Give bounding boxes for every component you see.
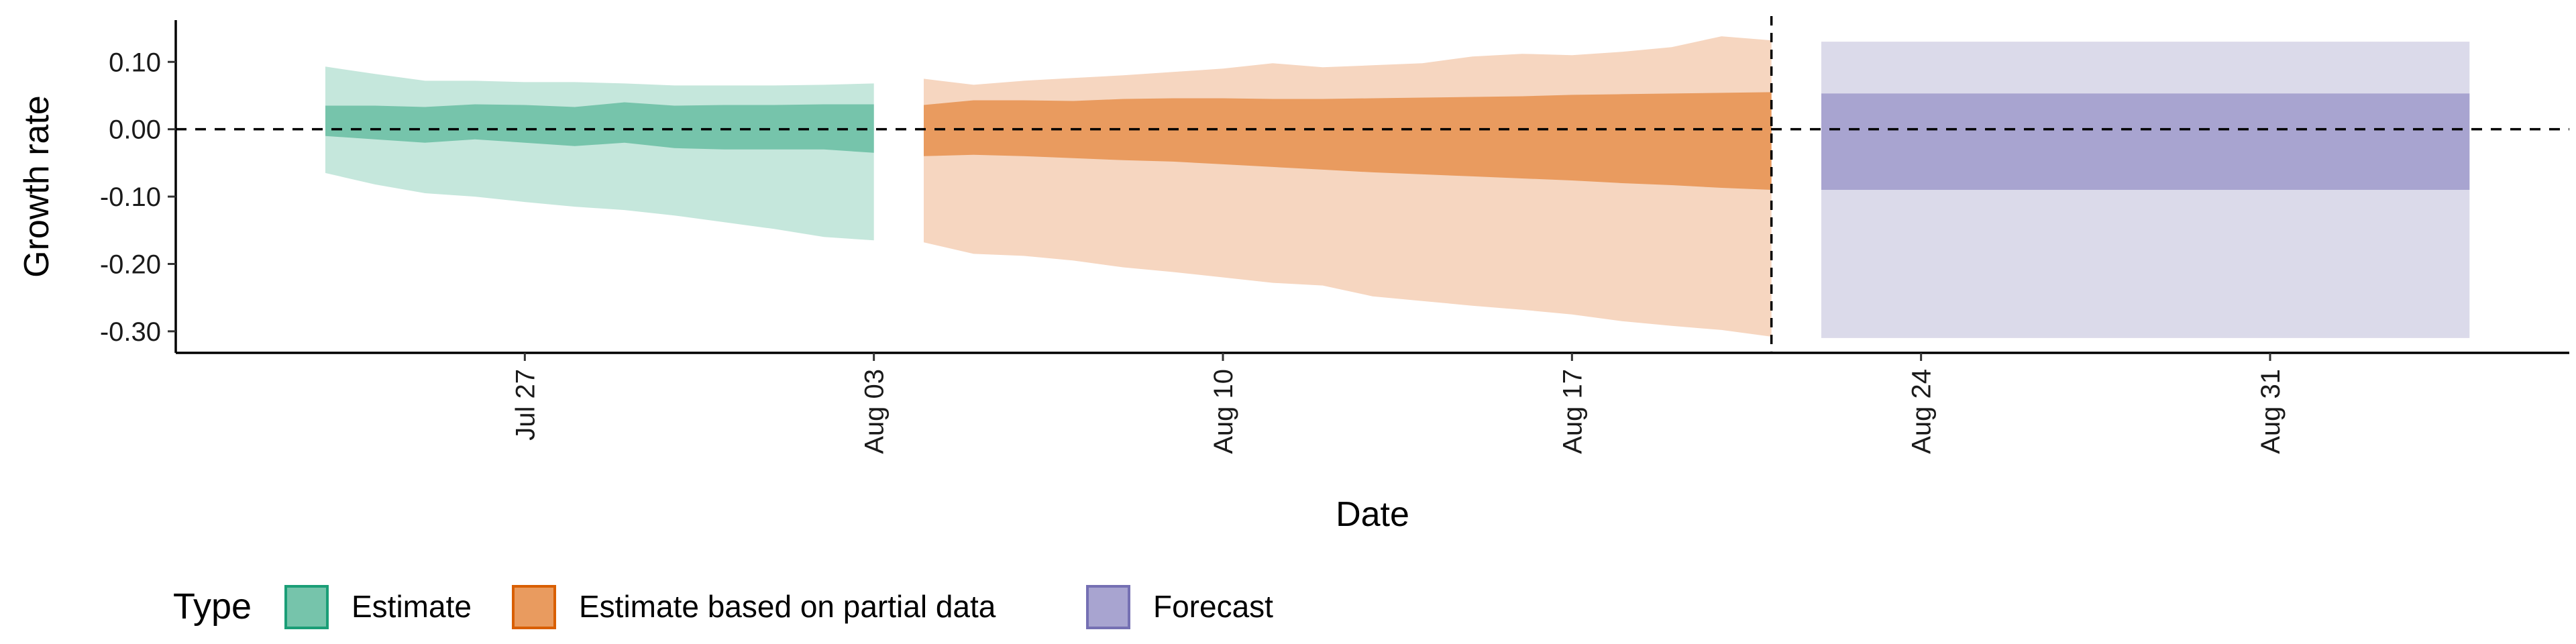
estimate-band-50 — [325, 102, 874, 153]
legend-label-forecast: Forecast — [1153, 589, 1273, 624]
legend-item-forecast: Forecast — [1086, 585, 1273, 629]
y-tick-label: 0.00 — [109, 115, 161, 145]
legend-key-forecast — [1086, 585, 1130, 629]
legend-key-estimate — [284, 585, 329, 629]
y-tick-label: -0.10 — [100, 182, 161, 212]
y-tick-label: 0.10 — [109, 48, 161, 77]
y-tick-label: -0.20 — [100, 250, 161, 279]
x-tick-label: Jul 27 — [511, 369, 540, 441]
estimate-based-on-partial-data-band-90 — [924, 36, 1772, 337]
interval-bands — [325, 36, 2470, 338]
x-tick-label: Aug 31 — [2256, 369, 2286, 454]
x-tick-label: Aug 10 — [1209, 369, 1238, 454]
x-tick-label: Aug 03 — [860, 369, 890, 454]
y-tick-label: -0.30 — [100, 317, 161, 347]
axes: 0.10 0.00 -0.10 -0.20 -0.30 Jul 27 Aug 03 Aug 1… — [17, 20, 2569, 534]
estimate-based-on-partial-data-band-50 — [924, 92, 1772, 190]
legend-label-estimate: Estimate — [352, 589, 472, 624]
legend-item-estimate: Estimate — [284, 585, 472, 629]
legend-label-estimate-based-on-partial-data: Estimate based on partial data — [579, 589, 996, 624]
x-tick-label: Aug 17 — [1558, 369, 1587, 454]
legend-key-estimate-based-on-partial-data — [512, 585, 556, 629]
y-axis-title: Growth rate — [17, 95, 56, 278]
x-axis-title: Date — [1336, 495, 1409, 534]
legend: Type Estimate Estimate based on partial da… — [173, 585, 1273, 629]
x-tick-label: Aug 24 — [1907, 369, 1937, 454]
reference-lines — [176, 16, 2569, 353]
estimate-band-90 — [325, 66, 874, 241]
legend-item-estimate-based-on-partial-data: Estimate based on partial data — [512, 585, 996, 629]
legend-title: Type — [173, 586, 252, 627]
forecast-band-50 — [1821, 93, 2470, 190]
